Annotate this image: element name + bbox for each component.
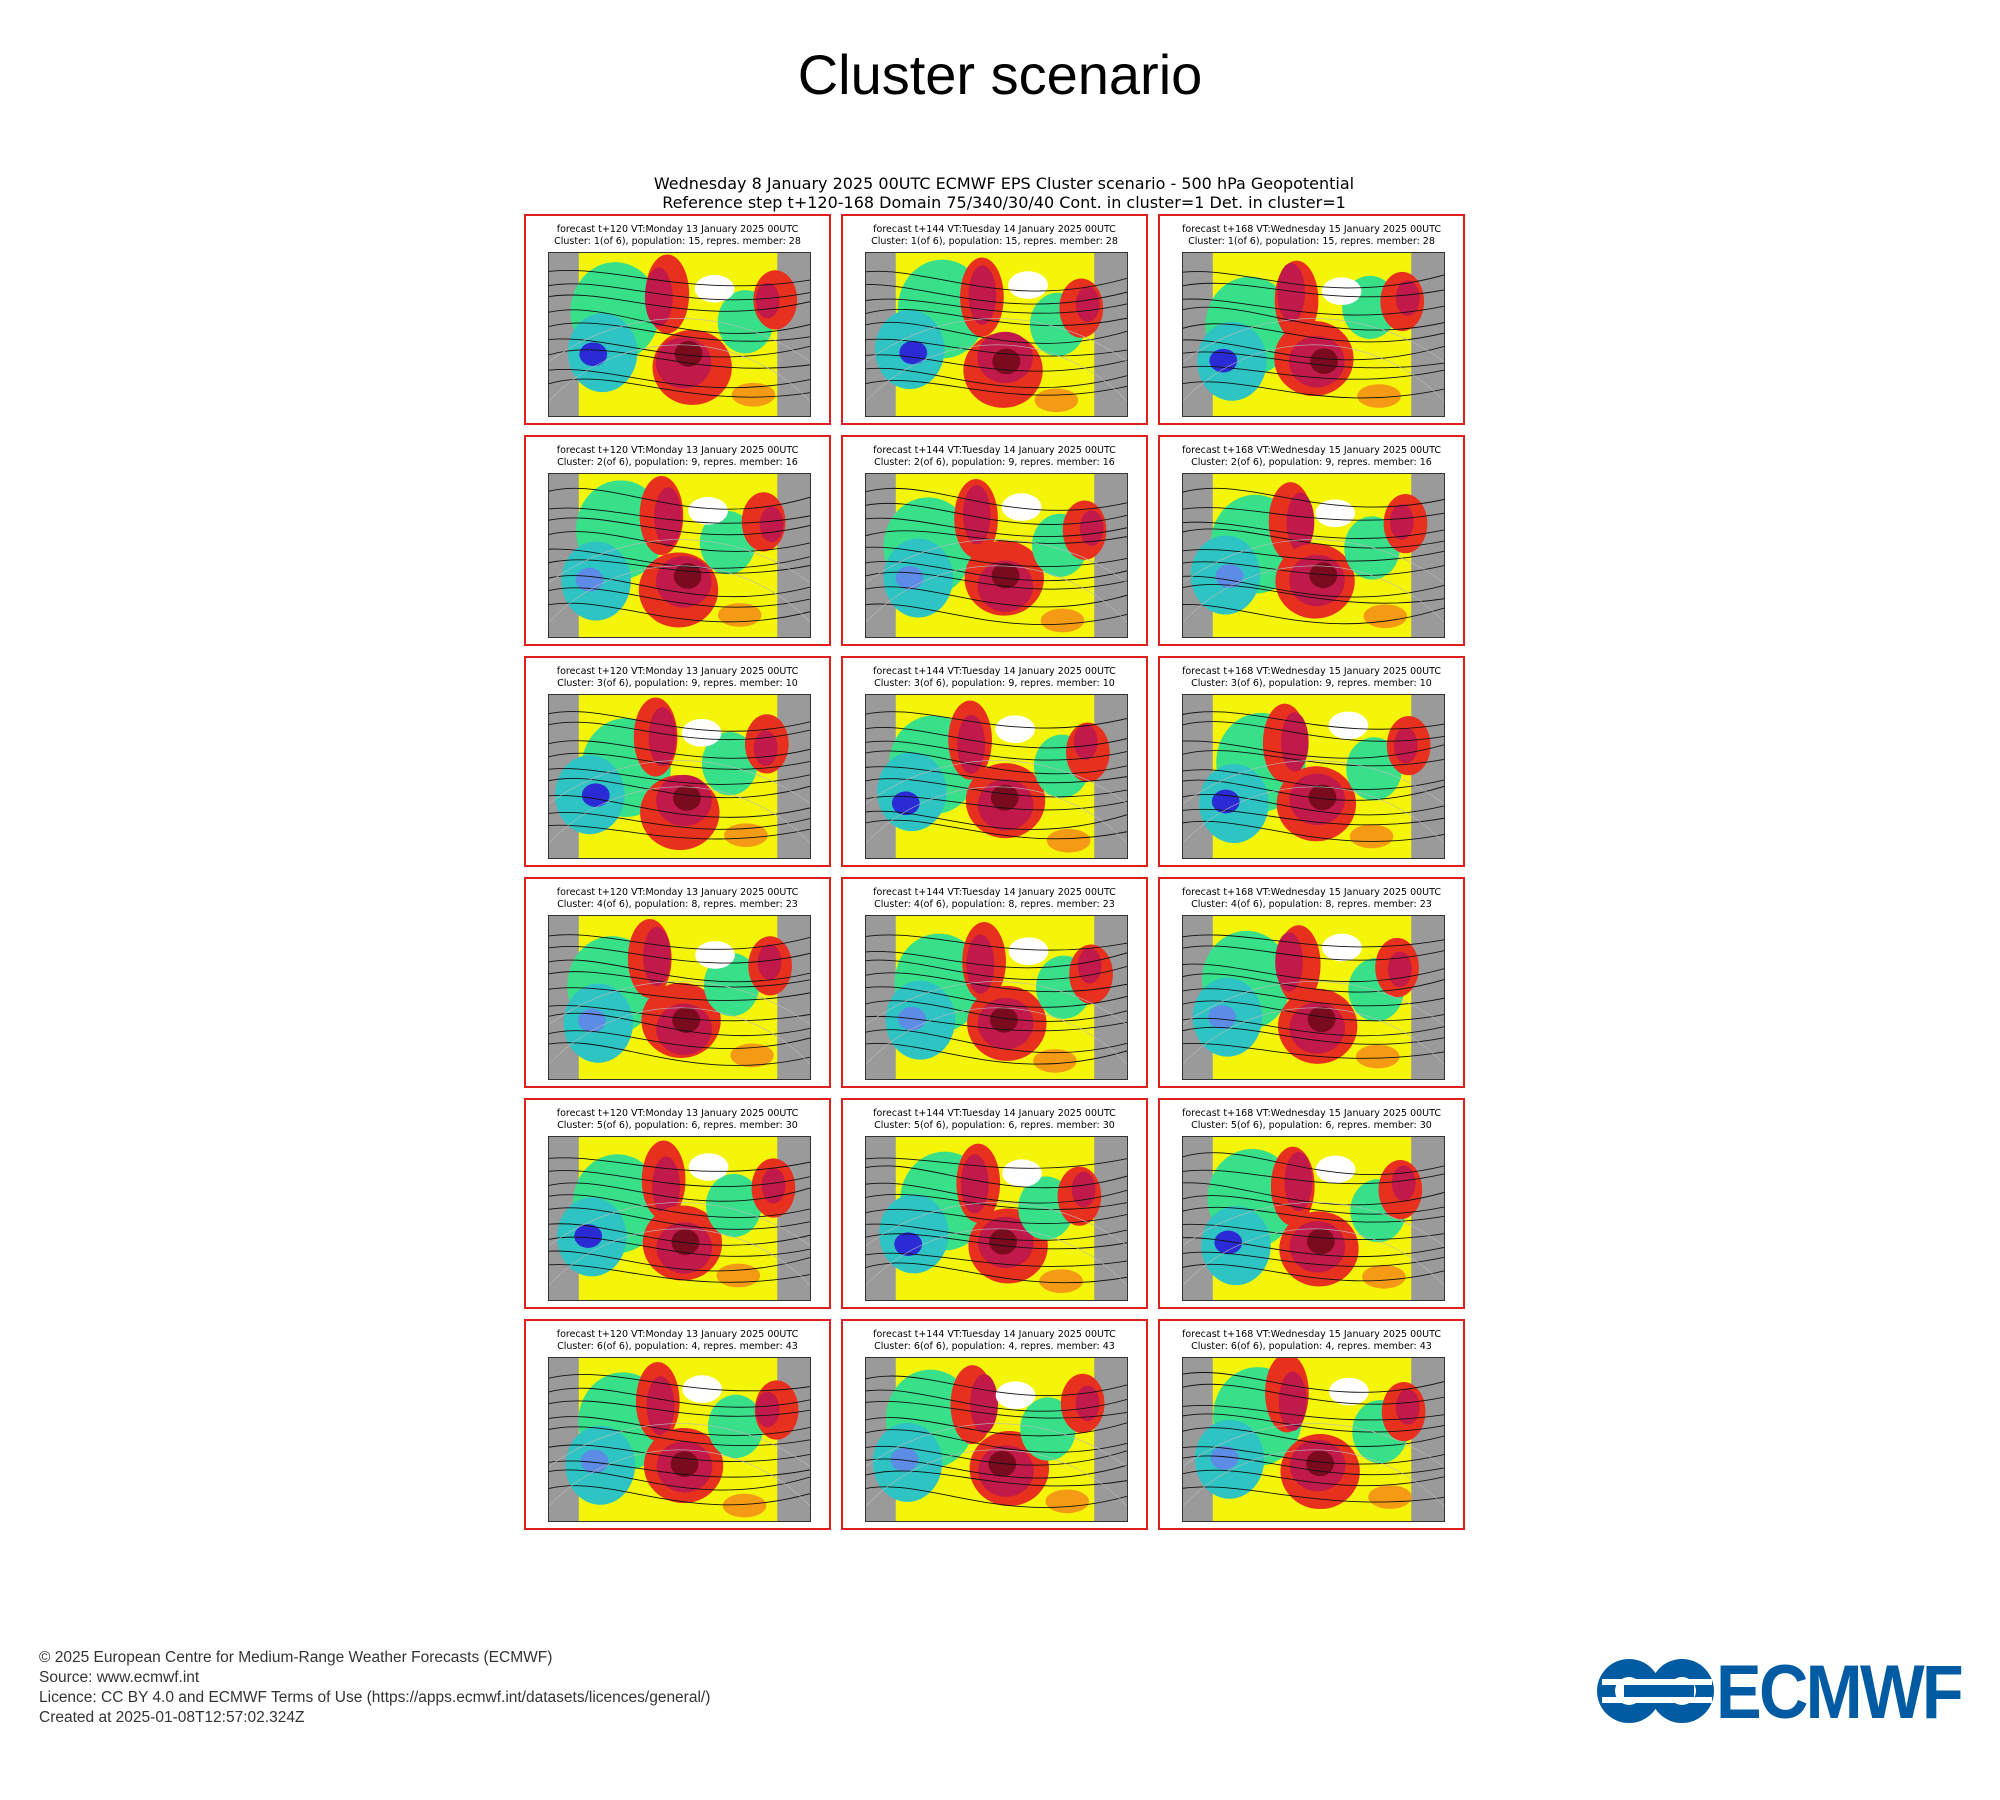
figure-header: Wednesday 8 January 2025 00UTC ECMWF EPS… bbox=[524, 174, 1484, 212]
panel-cluster-label: Cluster: 2(of 6), population: 9, repres.… bbox=[557, 457, 798, 468]
panel-cluster-label: Cluster: 1(of 6), population: 15, repres… bbox=[1188, 236, 1435, 247]
panel-row: forecast t+120 VT:Monday 13 January 2025… bbox=[524, 435, 1484, 646]
panel-forecast-label: forecast t+120 VT:Monday 13 January 2025… bbox=[556, 666, 799, 677]
panel-cluster-label: Cluster: 6(of 6), population: 4, repres.… bbox=[874, 1341, 1115, 1352]
anomaly-map bbox=[548, 473, 811, 638]
cluster-panel: forecast t+120 VT:Monday 13 January 2025… bbox=[524, 1098, 831, 1309]
panel-forecast-label: forecast t+144 VT:Tuesday 14 January 202… bbox=[873, 1108, 1116, 1119]
cluster-panel: forecast t+120 VT:Monday 13 January 2025… bbox=[524, 1319, 831, 1530]
page-title: Cluster scenario bbox=[797, 43, 1203, 106]
panel-row: forecast t+120 VT:Monday 13 January 2025… bbox=[524, 1098, 1484, 1309]
logo-text: ECMWF bbox=[1716, 1656, 1962, 1726]
anomaly-map bbox=[865, 1357, 1128, 1522]
panel-cluster-label: Cluster: 1(of 6), population: 15, repres… bbox=[554, 236, 801, 247]
anomaly-map bbox=[1182, 1357, 1445, 1522]
anomaly-map bbox=[865, 694, 1128, 859]
panel-forecast-label: forecast t+144 VT:Tuesday 14 January 202… bbox=[873, 666, 1116, 677]
anomaly-map bbox=[1182, 252, 1445, 417]
panel-forecast-label: forecast t+120 VT:Monday 13 January 2025… bbox=[556, 887, 799, 898]
anomaly-map bbox=[865, 473, 1128, 638]
panel-forecast-label: forecast t+144 VT:Tuesday 14 January 202… bbox=[873, 887, 1116, 898]
cluster-panel: forecast t+144 VT:Tuesday 14 January 202… bbox=[841, 1098, 1148, 1309]
footer: © 2025 European Centre for Medium-Range … bbox=[39, 1648, 710, 1728]
cluster-panel: forecast t+144 VT:Tuesday 14 January 202… bbox=[841, 435, 1148, 646]
cluster-panel: forecast t+168 VT:Wednesday 15 January 2… bbox=[1158, 214, 1465, 425]
anomaly-map bbox=[548, 252, 811, 417]
anomaly-map bbox=[548, 694, 811, 859]
footer-licence: Licence: CC BY 4.0 and ECMWF Terms of Us… bbox=[39, 1689, 711, 1706]
anomaly-map bbox=[548, 915, 811, 1080]
anomaly-map bbox=[1182, 1136, 1445, 1301]
cluster-panel: forecast t+168 VT:Wednesday 15 January 2… bbox=[1158, 1098, 1465, 1309]
panel-forecast-label: forecast t+144 VT:Tuesday 14 January 202… bbox=[873, 1329, 1116, 1340]
panel-forecast-label: forecast t+144 VT:Tuesday 14 January 202… bbox=[873, 224, 1116, 235]
panel-row: forecast t+120 VT:Monday 13 January 2025… bbox=[524, 214, 1484, 425]
panel-row: forecast t+120 VT:Monday 13 January 2025… bbox=[524, 1319, 1484, 1530]
cluster-figure: Wednesday 8 January 2025 00UTC ECMWF EPS… bbox=[524, 170, 1484, 1530]
anomaly-map bbox=[1182, 473, 1445, 638]
footer-copyright: © 2025 European Centre for Medium-Range … bbox=[39, 1649, 553, 1666]
panel-cluster-label: Cluster: 2(of 6), population: 9, repres.… bbox=[1191, 457, 1432, 468]
panel-cluster-label: Cluster: 6(of 6), population: 4, repres.… bbox=[557, 1341, 798, 1352]
panel-cluster-label: Cluster: 3(of 6), population: 9, repres.… bbox=[557, 678, 798, 689]
cluster-panel: forecast t+144 VT:Tuesday 14 January 202… bbox=[841, 1319, 1148, 1530]
panel-forecast-label: forecast t+120 VT:Monday 13 January 2025… bbox=[556, 1108, 799, 1119]
panel-forecast-label: forecast t+168 VT:Wednesday 15 January 2… bbox=[1181, 1108, 1441, 1119]
panel-cluster-label: Cluster: 1(of 6), population: 15, repres… bbox=[871, 236, 1118, 247]
cluster-panel: forecast t+168 VT:Wednesday 15 January 2… bbox=[1158, 877, 1465, 1088]
panel-row: forecast t+120 VT:Monday 13 January 2025… bbox=[524, 877, 1484, 1088]
panel-cluster-label: Cluster: 4(of 6), population: 8, repres.… bbox=[557, 899, 798, 910]
panel-cluster-label: Cluster: 5(of 6), population: 6, repres.… bbox=[557, 1120, 798, 1131]
panel-forecast-label: forecast t+168 VT:Wednesday 15 January 2… bbox=[1181, 224, 1441, 235]
cluster-panel: forecast t+168 VT:Wednesday 15 January 2… bbox=[1158, 656, 1465, 867]
panel-row: forecast t+120 VT:Monday 13 January 2025… bbox=[524, 656, 1484, 867]
panel-forecast-label: forecast t+168 VT:Wednesday 15 January 2… bbox=[1181, 887, 1441, 898]
panel-forecast-label: forecast t+144 VT:Tuesday 14 January 202… bbox=[873, 445, 1116, 456]
panel-cluster-label: Cluster: 2(of 6), population: 9, repres.… bbox=[874, 457, 1115, 468]
panel-cluster-label: Cluster: 3(of 6), population: 9, repres.… bbox=[874, 678, 1115, 689]
panel-forecast-label: forecast t+168 VT:Wednesday 15 January 2… bbox=[1181, 666, 1441, 677]
ecmwf-logo: ECMWF bbox=[1594, 1650, 1965, 1735]
panel-forecast-label: forecast t+120 VT:Monday 13 January 2025… bbox=[556, 224, 799, 235]
figure-header-line1: Wednesday 8 January 2025 00UTC ECMWF EPS… bbox=[653, 174, 1355, 193]
cluster-panel: forecast t+168 VT:Wednesday 15 January 2… bbox=[1158, 435, 1465, 646]
cluster-panel: forecast t+120 VT:Monday 13 January 2025… bbox=[524, 656, 831, 867]
ecmwf-logo-icon: ECMWF bbox=[1597, 1650, 1965, 1735]
panel-forecast-label: forecast t+120 VT:Monday 13 January 2025… bbox=[556, 445, 799, 456]
anomaly-map bbox=[548, 1136, 811, 1301]
anomaly-map bbox=[865, 1136, 1128, 1301]
anomaly-map bbox=[865, 915, 1128, 1080]
panel-cluster-label: Cluster: 6(of 6), population: 4, repres.… bbox=[1191, 1341, 1432, 1352]
panel-cluster-label: Cluster: 4(of 6), population: 8, repres.… bbox=[874, 899, 1115, 910]
footer-source: Source: www.ecmwf.int bbox=[39, 1669, 200, 1686]
panel-cluster-label: Cluster: 4(of 6), population: 8, repres.… bbox=[1191, 899, 1432, 910]
figure-header-line2: Reference step t+120-168 Domain 75/340/3… bbox=[662, 193, 1346, 212]
footer-created: Created at 2025-01-08T12:57:02.324Z bbox=[39, 1709, 305, 1726]
anomaly-map bbox=[865, 252, 1128, 417]
cluster-panel: forecast t+168 VT:Wednesday 15 January 2… bbox=[1158, 1319, 1465, 1530]
cluster-panel: forecast t+144 VT:Tuesday 14 January 202… bbox=[841, 656, 1148, 867]
cluster-panel: forecast t+144 VT:Tuesday 14 January 202… bbox=[841, 214, 1148, 425]
cluster-panel: forecast t+120 VT:Monday 13 January 2025… bbox=[524, 214, 831, 425]
panel-cluster-label: Cluster: 5(of 6), population: 6, repres.… bbox=[874, 1120, 1115, 1131]
anomaly-map bbox=[1182, 915, 1445, 1080]
panel-forecast-label: forecast t+168 VT:Wednesday 15 January 2… bbox=[1181, 1329, 1441, 1340]
anomaly-map bbox=[548, 1357, 811, 1522]
panel-cluster-label: Cluster: 5(of 6), population: 6, repres.… bbox=[1191, 1120, 1432, 1131]
panel-forecast-label: forecast t+168 VT:Wednesday 15 January 2… bbox=[1181, 445, 1441, 456]
anomaly-map bbox=[1182, 694, 1445, 859]
cluster-panel: forecast t+120 VT:Monday 13 January 2025… bbox=[524, 877, 831, 1088]
cluster-panel: forecast t+144 VT:Tuesday 14 January 202… bbox=[841, 877, 1148, 1088]
panel-grid: forecast t+120 VT:Monday 13 January 2025… bbox=[524, 214, 1484, 1540]
cluster-panel: forecast t+120 VT:Monday 13 January 2025… bbox=[524, 435, 831, 646]
panel-forecast-label: forecast t+120 VT:Monday 13 January 2025… bbox=[556, 1329, 799, 1340]
panel-cluster-label: Cluster: 3(of 6), population: 9, repres.… bbox=[1191, 678, 1432, 689]
